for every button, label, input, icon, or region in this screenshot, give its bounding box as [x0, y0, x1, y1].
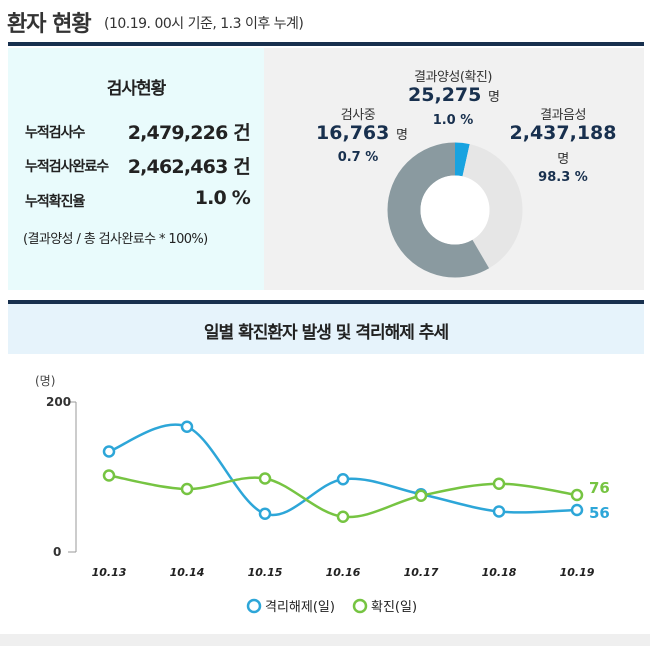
- series-point-0: [570, 503, 584, 517]
- daily-trend-panel: 일별 확진환자 발생 및 격리해제 추세 (명) 200 0 10.13 10.14 10…: [8, 304, 644, 641]
- chart-title: 일별 확진환자 발생 및 격리해제 추세: [203, 323, 449, 343]
- series-point-1: [180, 482, 194, 496]
- series-point-0: [258, 507, 272, 520]
- positive-rate-note: (결과양성 / 총 검사완료수 * 100%): [23, 232, 208, 247]
- page-bottom-strip: [0, 634, 650, 646]
- x-tick-label: 10.15: [248, 566, 283, 579]
- series-point-1: [492, 477, 506, 490]
- testing-pct: 0.7 %: [337, 150, 379, 165]
- x-tick-label: 10.14: [170, 566, 205, 579]
- test-status-summary: 검사현황 누적검사수 2,479,226 건 누적검사완료수 2,462,463…: [8, 48, 264, 290]
- series-point-0: [336, 473, 350, 486]
- positive-unit: 명: [487, 90, 500, 105]
- test-result-donut: [387, 142, 523, 278]
- legend-marker-0: [246, 598, 262, 614]
- positive-count: 25,275: [408, 84, 482, 106]
- donut-segment-0: [387, 142, 523, 278]
- testing-count-wrap: 16,763 명: [308, 122, 416, 144]
- negative-count: 2,437,188: [509, 122, 617, 144]
- test-status-panel: 검사현황 누적검사수 2,479,226 건 누적검사완료수 2,462,463…: [8, 48, 644, 290]
- x-tick-label: 10.13: [92, 566, 127, 579]
- x-tick-label: 10.19: [560, 566, 595, 579]
- series-point-0: [492, 505, 506, 518]
- daily-trend-chart: (명) 200 0 10.13 10.14 10.15 10.16 10.17 10.18 10.…: [35, 374, 610, 615]
- chart-header: 일별 확진환자 발생 및 격리해제 추세: [8, 304, 644, 354]
- testing-count: 16,763: [316, 122, 390, 144]
- page-header: 환자 현황 (10.19. 00시 기준, 1.3 이후 누계): [0, 0, 650, 46]
- y-tick-label: 0: [53, 545, 61, 559]
- y-tick-label: 200: [46, 395, 71, 409]
- legend-label-0: 격리해제(일): [265, 600, 335, 615]
- series-line-0: [108, 423, 578, 517]
- legend-label-1: 확진(일): [371, 600, 417, 615]
- total-tests-value: 2,479,226 건: [127, 122, 251, 144]
- chart-rule: [8, 300, 644, 304]
- series-point-1: [102, 469, 116, 482]
- positive-rate-value: 1.0 %: [194, 187, 251, 209]
- positive-rate-label: 누적확진율: [25, 194, 85, 210]
- x-tick-label: 10.17: [404, 566, 439, 579]
- completed-tests-label: 누적검사완료수: [25, 159, 109, 175]
- page-subtitle: (10.19. 00시 기준, 1.3 이후 누계): [104, 16, 304, 32]
- x-tick-label: 10.18: [482, 566, 517, 579]
- donut-segment-2: [387, 142, 523, 278]
- negative-pct: 98.3 %: [538, 170, 588, 185]
- test-status-heading: 검사현황: [106, 79, 167, 99]
- series-point-1: [570, 488, 584, 502]
- series-point-1: [414, 489, 428, 502]
- positive-pct: 1.0 %: [432, 113, 474, 128]
- positive-label: 결과양성(확진): [414, 70, 492, 85]
- donut-hole: [420, 175, 490, 245]
- series-point-1: [258, 472, 272, 485]
- total-tests-label: 누적검사수: [25, 125, 85, 141]
- series-point-0: [102, 445, 116, 458]
- series-point-1: [336, 510, 350, 523]
- testing-label: 검사중: [340, 108, 376, 123]
- series-end-label-0: 56: [589, 504, 610, 522]
- y-axis-label: (명): [35, 374, 55, 388]
- header-rule: [8, 42, 644, 46]
- completed-tests-value: 2,462,463 건: [127, 156, 251, 178]
- negative-unit: 명: [557, 152, 569, 167]
- page-title: 환자 현황: [7, 12, 92, 37]
- x-tick-label: 10.16: [326, 566, 361, 579]
- series-point-0: [180, 420, 194, 433]
- testing-unit: 명: [395, 128, 408, 143]
- legend-marker-1: [352, 598, 368, 614]
- series-end-label-1: 76: [589, 479, 610, 497]
- positive-count-wrap: 25,275 명: [398, 84, 510, 106]
- negative-label: 결과음성: [540, 108, 586, 123]
